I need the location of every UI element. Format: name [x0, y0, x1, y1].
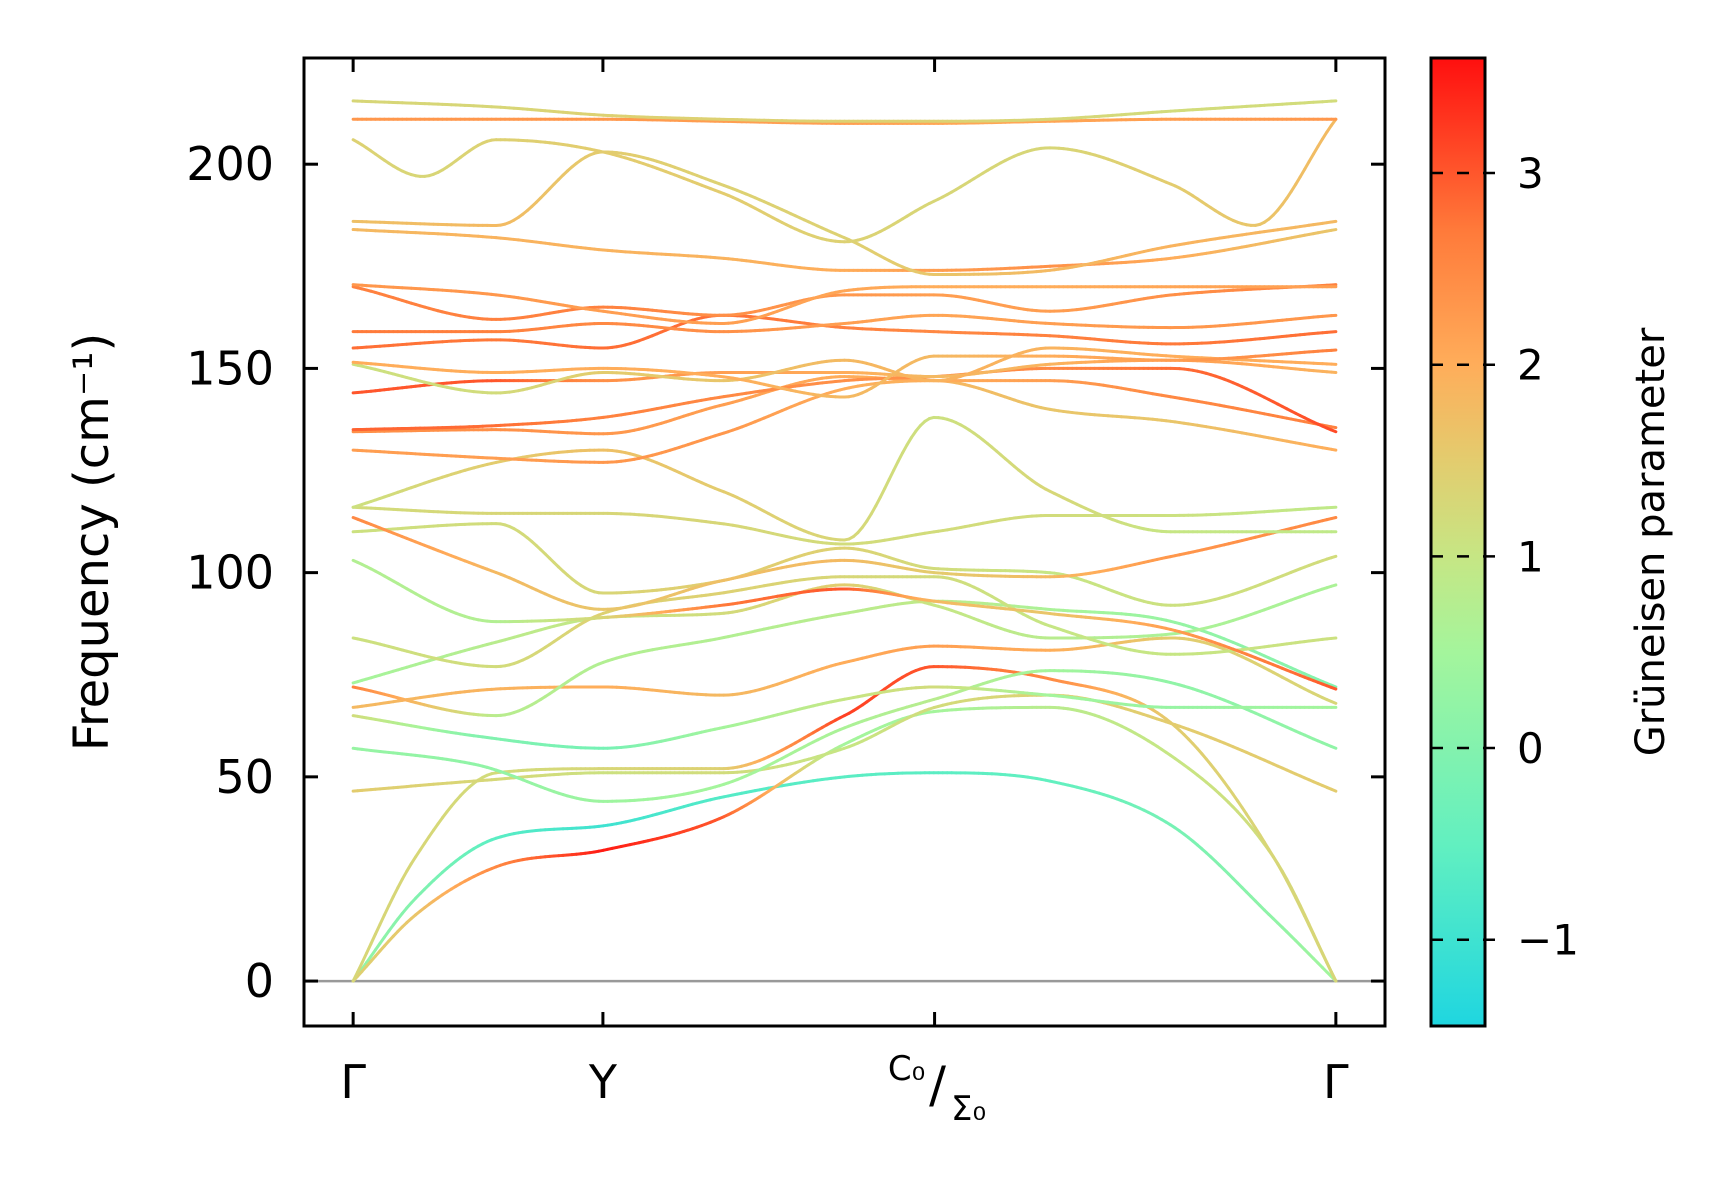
band-segment: [1298, 905, 1307, 918]
band-segment: [378, 913, 386, 926]
band-branch-13: [351, 515, 1338, 611]
band-branch-23: [351, 313, 1338, 334]
band-segment: [396, 877, 404, 890]
band-segment: [351, 970, 360, 983]
band-branch-22: [351, 313, 1338, 350]
band-segment: [1289, 887, 1298, 900]
band-segment: [892, 459, 900, 472]
band-segment: [1320, 952, 1329, 965]
band-segment: [1285, 878, 1293, 891]
band-branch-18: [351, 366, 1338, 434]
band-segment: [1329, 700, 1338, 705]
band-segment: [896, 451, 905, 463]
band-segment: [373, 922, 382, 936]
band-segment: [1294, 896, 1302, 909]
band-segment: [1329, 583, 1338, 588]
band-segment: [1276, 862, 1284, 874]
band-segment: [1325, 961, 1333, 974]
band-segment: [1280, 870, 1289, 882]
band-segment: [1329, 787, 1338, 793]
band-branch-11: [351, 558, 1338, 691]
band-segment: [391, 886, 400, 899]
band-segment: [382, 904, 391, 917]
band-segment: [883, 477, 891, 491]
band-segment: [1329, 447, 1338, 452]
band-segment: [1329, 683, 1338, 689]
band-acoustic-1: [351, 771, 1338, 983]
band-segment: [400, 869, 409, 881]
band-segment: [887, 468, 896, 481]
band-branch-12: [351, 522, 1338, 607]
band-branch-20: [351, 346, 1338, 395]
band-segment: [365, 942, 373, 955]
band-segment: [1329, 685, 1338, 691]
band-segment: [1329, 970, 1338, 983]
band-segment: [1329, 425, 1338, 430]
band-segment: [387, 895, 395, 908]
band-branch-6: [351, 685, 1338, 750]
band-segment: [360, 951, 369, 965]
band-segment: [878, 487, 887, 499]
band-segment: [1329, 428, 1338, 434]
band-branch-4: [351, 693, 1338, 793]
band-segment: [901, 443, 909, 455]
band-segment: [1303, 914, 1311, 927]
band-segment: [874, 495, 882, 508]
band-segment: [1329, 744, 1338, 750]
band-branch-10: [351, 575, 1338, 669]
band-segment: [369, 932, 377, 946]
band-segment: [1312, 933, 1320, 946]
band-acoustic-3: [351, 665, 1338, 983]
bands-layer: [351, 99, 1338, 983]
band-segment: [1307, 923, 1316, 937]
band-segment: [1316, 942, 1324, 956]
band-branch-5: [351, 669, 1338, 803]
band-branch-7: [351, 636, 1338, 709]
band-segment: [1329, 554, 1338, 560]
band-segment: [1329, 515, 1338, 521]
band-segment: [869, 504, 878, 516]
band-branch-14: [351, 505, 1338, 546]
band-segment: [356, 961, 364, 974]
band-branch-21: [351, 348, 1338, 399]
